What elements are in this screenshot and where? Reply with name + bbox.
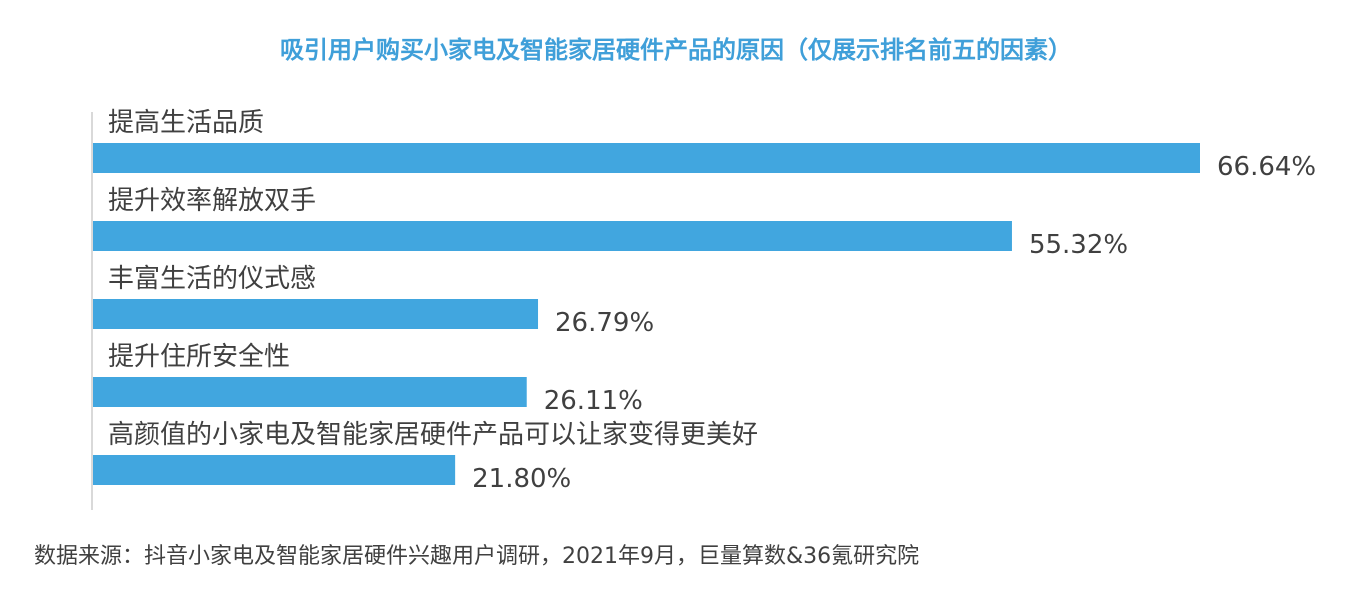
- value-label: 26.79%: [555, 308, 654, 338]
- bar: [93, 221, 1012, 251]
- chart-title: 吸引用户购买小家电及智能家居硬件产品的原因（仅展示排名前五的因素）: [280, 36, 1072, 64]
- value-label: 21.80%: [472, 464, 571, 494]
- category-label: 丰富生活的仪式感: [108, 264, 316, 294]
- data-source-note: 数据来源：抖音小家电及智能家居硬件兴趣用户调研，2021年9月，巨量算数&36氪…: [34, 544, 920, 569]
- bar: [93, 299, 539, 329]
- category-label: 提高生活品质: [108, 108, 264, 138]
- category-label: 高颜值的小家电及智能家居硬件产品可以让家变得更美好: [108, 420, 758, 450]
- value-label: 55.32%: [1029, 230, 1128, 260]
- bar: [93, 455, 456, 485]
- bar: [93, 377, 527, 407]
- category-label: 提升效率解放双手: [108, 186, 316, 216]
- bar: [93, 143, 1200, 173]
- value-label: 26.11%: [544, 386, 643, 416]
- value-label: 66.64%: [1217, 152, 1316, 182]
- category-label: 提升住所安全性: [108, 342, 290, 372]
